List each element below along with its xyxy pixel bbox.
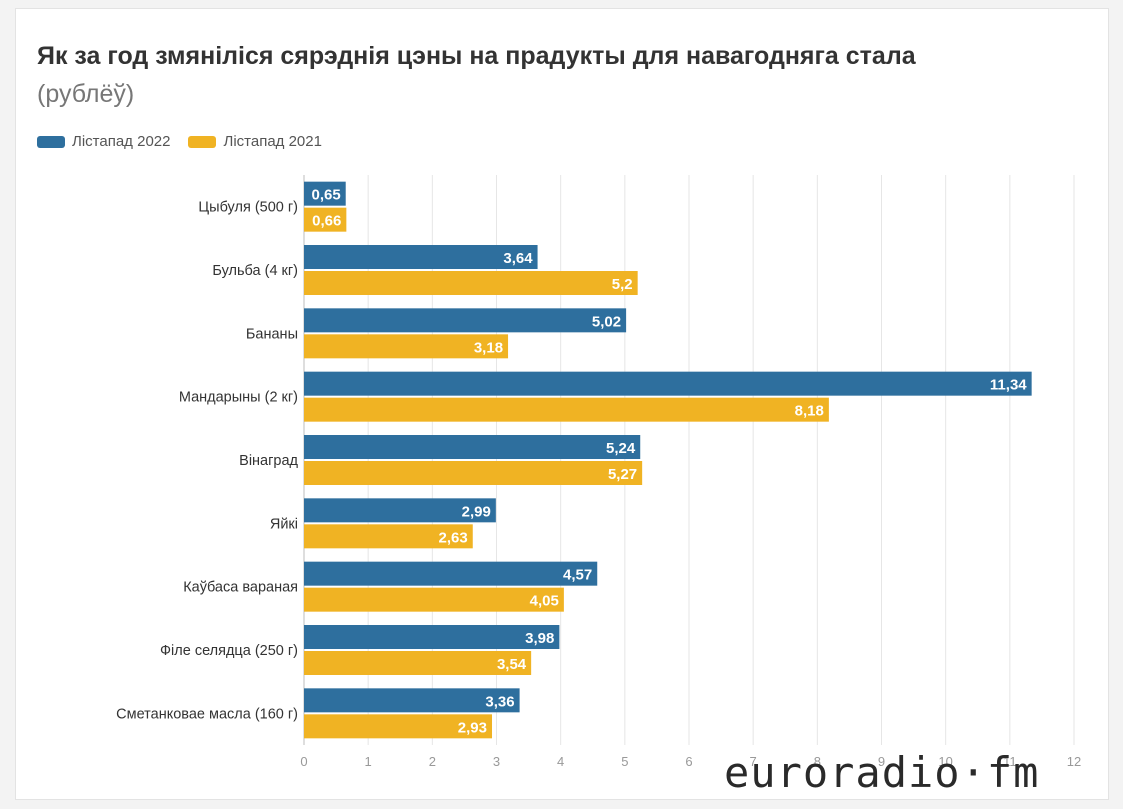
data-label: 3,54: [497, 656, 527, 673]
bar-2022: [304, 498, 496, 523]
data-label: 0,66: [312, 213, 341, 230]
bar-2022: [304, 308, 627, 333]
data-label: 2,99: [462, 503, 491, 520]
bar-2021: [304, 651, 532, 675]
bar-2022: [304, 371, 1032, 396]
category-label: Мандарыны (2 кг): [179, 390, 298, 406]
legend-label-2021: Лістапад 2021: [223, 133, 322, 150]
data-label: 4,05: [530, 593, 559, 610]
data-label: 3,18: [474, 339, 503, 356]
bar-2021: [304, 334, 509, 359]
data-label: 0,65: [312, 187, 341, 204]
bar-2021: [304, 714, 493, 739]
x-tick-label: 11: [1003, 754, 1017, 769]
bar-2021: [304, 271, 638, 295]
euroradio-logo: euroradio·fm: [724, 748, 1040, 797]
category-label: Яйкі: [270, 516, 298, 532]
category-label: Вінаград: [239, 453, 298, 469]
x-tick-label: 0: [300, 754, 307, 769]
legend-swatch-2021: [188, 135, 217, 148]
x-tick-label: 5: [621, 754, 628, 769]
x-tick-label: 4: [557, 754, 564, 769]
bar-2022: [304, 688, 520, 713]
category-label: Сметанковае масла (160 г): [116, 706, 298, 722]
x-tick-label: 9: [878, 754, 885, 769]
data-label: 5,24: [606, 440, 636, 457]
bar-2021: [304, 524, 473, 549]
x-tick-label: 6: [685, 754, 692, 769]
data-label: 2,93: [458, 719, 487, 736]
x-tick-label: 7: [750, 754, 757, 769]
bar-2021: [304, 461, 643, 485]
x-tick-label: 12: [1067, 754, 1081, 769]
data-label: 4,57: [563, 567, 592, 584]
x-tick-label: 10: [938, 754, 952, 769]
legend-label-2022: Лістапад 2022: [72, 133, 171, 150]
bar-2021: [304, 397, 829, 422]
bar-2022: [304, 181, 346, 206]
bar-2022: [304, 561, 598, 586]
legend-swatch-2022: [37, 135, 65, 148]
category-label: Філе селядца (250 г): [160, 643, 298, 659]
data-label: 5,2: [612, 276, 633, 293]
x-tick-label: 2: [429, 754, 436, 769]
data-label: 5,02: [592, 313, 621, 330]
bar-2021: [304, 207, 347, 232]
x-tick-label: 1: [365, 754, 372, 769]
category-label: Бульба (4 кг): [212, 263, 298, 279]
chart-title: Як за год змяніліся сярэднія цэны на пра…: [37, 42, 916, 70]
data-label: 2,63: [439, 529, 468, 546]
category-label: Бананы: [246, 326, 298, 342]
chart-subtitle: (рублёў): [37, 80, 135, 108]
bar-2022: [304, 625, 560, 649]
data-label: 3,98: [525, 630, 554, 647]
data-label: 11,34: [990, 377, 1027, 394]
legend-item-2021: Лістапад 2021: [188, 133, 322, 150]
bar-2021: [304, 587, 564, 612]
legend: Лістапад 2022 Лістапад 2021: [37, 133, 340, 150]
category-label: Цыбуля (500 г): [198, 200, 298, 216]
data-label: 3,36: [485, 693, 514, 710]
bar-2022: [304, 435, 641, 459]
bar-2022: [304, 245, 538, 269]
data-label: 5,27: [608, 466, 637, 483]
data-label: 8,18: [795, 403, 824, 420]
x-tick-label: 8: [814, 754, 821, 769]
category-label: Каўбаса вараная: [183, 580, 298, 596]
data-label: 3,64: [503, 250, 533, 267]
x-tick-label: 3: [493, 754, 500, 769]
legend-item-2022: Лістапад 2022: [37, 133, 170, 150]
